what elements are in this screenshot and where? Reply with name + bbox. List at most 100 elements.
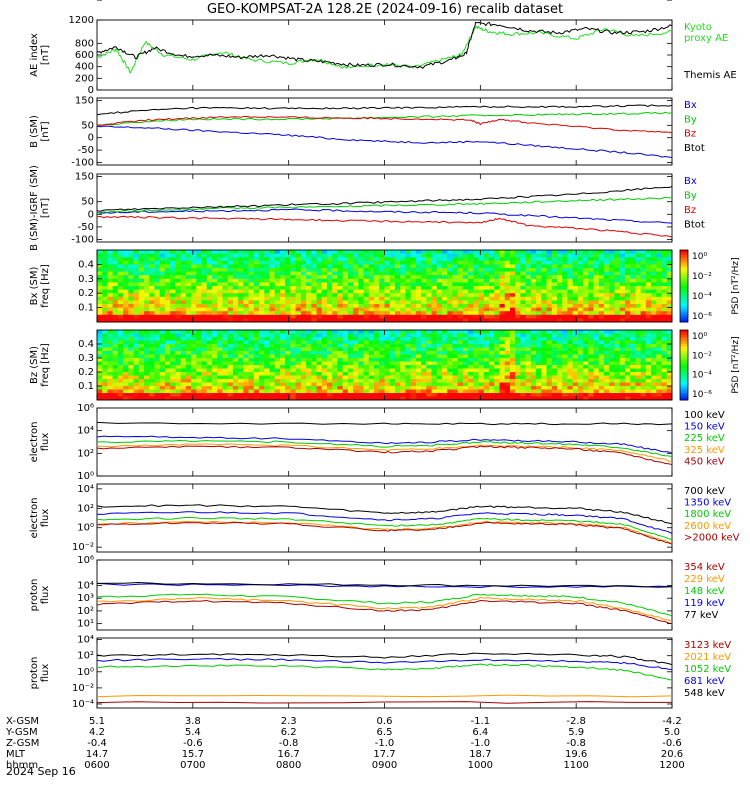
series-line-bx [96,208,673,224]
legend-entry: 548 keV [684,688,725,699]
legend-entry: 77 keV [684,610,718,621]
y-tick-label: 10² [77,651,94,662]
coord-value: -1.0 [375,738,395,749]
legend-entry: 1800 keV [684,509,731,520]
coord-value: -0.8 [566,738,586,749]
colorbar-tick: 10⁻² [692,351,712,361]
coord-value: 0900 [372,760,397,771]
coord-value: -0.6 [662,738,682,749]
y-tick-label: 0 [88,133,94,144]
legend-entry: By [684,191,697,202]
y-axis-label: protonflux [29,579,51,612]
series-line-3123kev [96,701,672,704]
y-tick-label: 10² [77,503,94,514]
coord-value: 4.2 [89,727,105,738]
legend-entry: 354 keV [684,562,725,573]
series-line-100kev [96,421,673,426]
legend-entry: Themis AE [683,70,737,81]
series-line-450kev [96,445,673,466]
colorbar-tick: 10⁻⁴ [692,292,712,302]
series-line-1800kev [96,517,673,540]
y-tick-label: 800 [75,38,94,49]
series-line-225kev [96,439,673,458]
legend-entry: 700 keV [684,486,725,497]
y-tick-label: 10⁰ [77,471,94,482]
legend-entry: Bx [684,176,697,187]
y-tick-label: 10⁴ [77,580,94,591]
plot-frame [96,407,673,477]
panel-bzspec: Bz (SM)freq [Hz] 10⁰ 10⁻² 10⁻⁴ 10⁻⁶ PSD [nT²/… [29,329,741,401]
legend-entry: >2000 keV [684,532,740,543]
series-line-1052kev [96,663,673,681]
coord-value: 5.1 [89,716,105,727]
colorbar-tick: 10⁻⁶ [692,390,712,400]
y-tick-label: 10⁴ [77,426,94,437]
spectrogram [97,330,673,401]
y-tick-label: 600 [75,50,94,61]
plot-frame [96,19,673,91]
y-tick-label: 10⁰ [77,523,94,534]
series-line-btot [96,104,673,116]
coord-value: 2.3 [281,716,297,727]
legend-entry: 100 keV [684,410,725,421]
y-tick-label: 0 [88,209,94,220]
legend-entry: Bx [684,100,697,111]
legend-entry: 450 keV [684,456,725,467]
colorbar-tick: 10⁰ [692,252,707,262]
y-axis-label: B (SM)-IGRF (SM)[nT] [29,165,51,251]
y-tick-label: 0.4 [78,339,94,350]
coord-value: 6.5 [377,727,393,738]
y-tick-label: 10⁰ [77,667,94,678]
y-tick-label: 10⁻⁴ [72,699,94,710]
y-tick-label: 0.1 [78,303,94,314]
series-line-700kev [96,504,673,525]
y-tick-label: -50 [78,145,94,156]
legend-entry: 2600 keV [684,521,731,532]
colorbar-tick: 10⁻² [692,272,712,282]
y-axis-label: AE index[nT] [29,33,51,77]
series-line-148kev [96,593,673,617]
coord-value: 0.6 [377,716,393,727]
y-tick-label: 1000 [69,0,94,3]
coord-value: 5.9 [568,727,584,738]
y-tick-label: 0.3 [78,274,94,285]
colorbar-tick: 10⁰ [692,332,707,342]
y-tick-label: 400 [75,62,94,73]
series-line-by [96,196,673,214]
series-line-548kev [96,652,673,666]
coord-row-label: MLT [6,749,26,760]
y-tick-label: 10⁻² [72,683,94,694]
coord-value: 18.7 [469,749,491,760]
y-tick-label: 10² [77,606,94,617]
series-line-77kev [96,581,673,588]
y-tick-label: 0.3 [78,353,94,364]
series-line-2000kev [96,521,673,545]
panels-group: AE index[nT]120010008006004002000Kyotopr… [29,0,741,710]
coord-value: 3.8 [185,716,201,727]
series-line-bx [96,125,673,159]
series-line-2600kev [96,520,673,544]
series-line-2021kev [96,694,673,698]
series-line-1350kev [96,511,673,534]
plot-frame [96,97,673,166]
coord-value: 1000 [468,760,493,771]
coord-value: 20.6 [661,749,683,760]
legend-entry: 150 keV [684,422,725,433]
coord-value: -0.8 [279,738,299,749]
coord-value: -1.0 [471,738,491,749]
y-axis-label: electronflux [29,498,51,539]
series-line-229kev [96,596,673,622]
y-tick-label: 10⁶ [77,403,94,414]
coord-value: 14.7 [86,749,108,760]
y-tick-label: 100 [75,0,94,3]
y-tick-label: 10¹ [77,619,94,630]
legend-entry: 2021 keV [684,652,731,663]
coord-value: 1100 [563,760,588,771]
y-axis-label: Bz (SM)freq [Hz] [29,343,51,387]
coord-value: -1.1 [471,716,491,727]
coord-value: -0.4 [87,738,107,749]
